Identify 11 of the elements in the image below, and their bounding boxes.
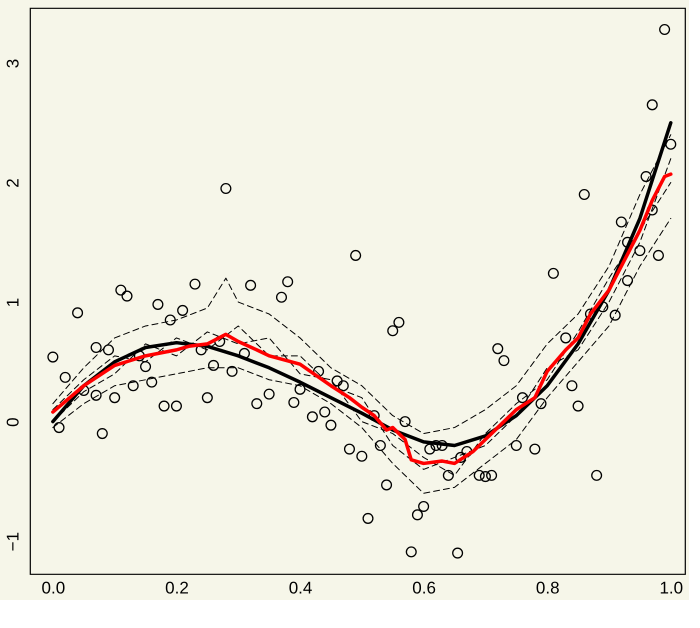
y-tick-label: 0 (4, 417, 22, 427)
x-tick-label: 1.0 (659, 578, 684, 598)
y-tick-label: 3 (4, 58, 22, 68)
x-tick-label: 0.6 (412, 578, 436, 598)
x-tick-label: 0.0 (42, 578, 66, 598)
x-tick-label: 0.4 (288, 578, 312, 598)
x-tick-label: 0.2 (165, 578, 189, 598)
y-tick-label: 2 (4, 178, 22, 188)
y-tick-label: −1 (4, 532, 22, 552)
y-tick-label: 1 (4, 298, 22, 308)
x-tick-label: 0.8 (536, 578, 560, 598)
